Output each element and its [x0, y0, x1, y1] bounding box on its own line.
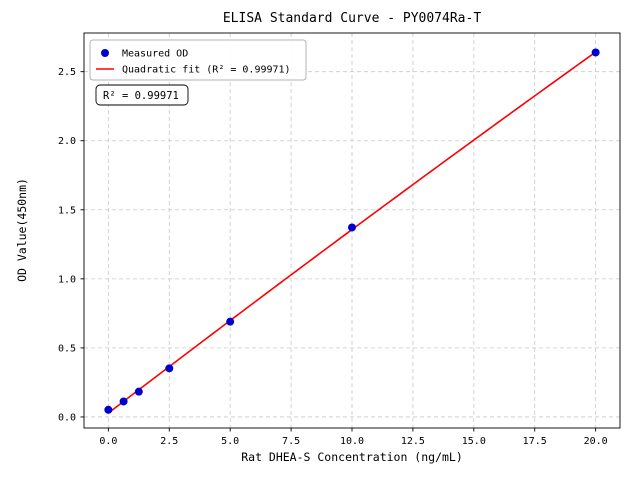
- data-point: [226, 317, 235, 326]
- y-tick-label: 0.5: [58, 343, 76, 354]
- x-tick-label: 15.0: [462, 436, 486, 447]
- data-point: [348, 223, 356, 232]
- y-tick-label: 0.0: [58, 412, 76, 423]
- r-squared-annotation: R² = 0.99971: [95, 84, 189, 106]
- x-tick-label: 5.0: [221, 436, 239, 447]
- x-axis-label: Rat DHEA-S Concentration (ng/mL): [241, 450, 463, 464]
- x-tick-label: 2.5: [160, 436, 178, 447]
- data-series: [104, 48, 600, 414]
- data-point: [165, 364, 174, 373]
- data-point: [591, 48, 600, 57]
- r-squared-text: R² = 0.99971: [103, 90, 179, 102]
- chart-title: ELISA Standard Curve - PY0074Ra-T: [223, 11, 481, 26]
- x-tick-label: 7.5: [282, 436, 300, 447]
- legend-box: [89, 39, 307, 81]
- x-tick-label: 0.0: [99, 436, 117, 447]
- legend-label-measured-od: Measured OD: [122, 49, 188, 60]
- y-tick-label: 2.5: [58, 67, 76, 78]
- legend-marker-measured-od: [101, 49, 109, 57]
- legend: Measured OD Quadratic fit (R² = 0.99971): [89, 39, 307, 81]
- y-axis-label: OD Value(450nm): [15, 178, 29, 282]
- x-tick-label: 17.5: [523, 436, 547, 447]
- y-tick-label: 1.0: [58, 274, 76, 285]
- data-point: [119, 397, 128, 406]
- legend-label-quadratic-fit: Quadratic fit (R² = 0.99971): [122, 65, 291, 76]
- x-tick-label: 10.0: [340, 436, 364, 447]
- axes: 0.0 2.5 5.0 7.5 10.0 12.5 15.0 17.5 20.0 0.0 0.5 1.…: [58, 32, 621, 447]
- y-tick-label: 1.5: [58, 205, 76, 216]
- data-point: [134, 387, 143, 396]
- x-tick-label: 12.5: [401, 436, 425, 447]
- data-point: [104, 405, 113, 414]
- x-tick-label: 20.0: [584, 436, 608, 447]
- y-tick-label: 2.0: [58, 136, 76, 147]
- annotation-box: [95, 84, 189, 106]
